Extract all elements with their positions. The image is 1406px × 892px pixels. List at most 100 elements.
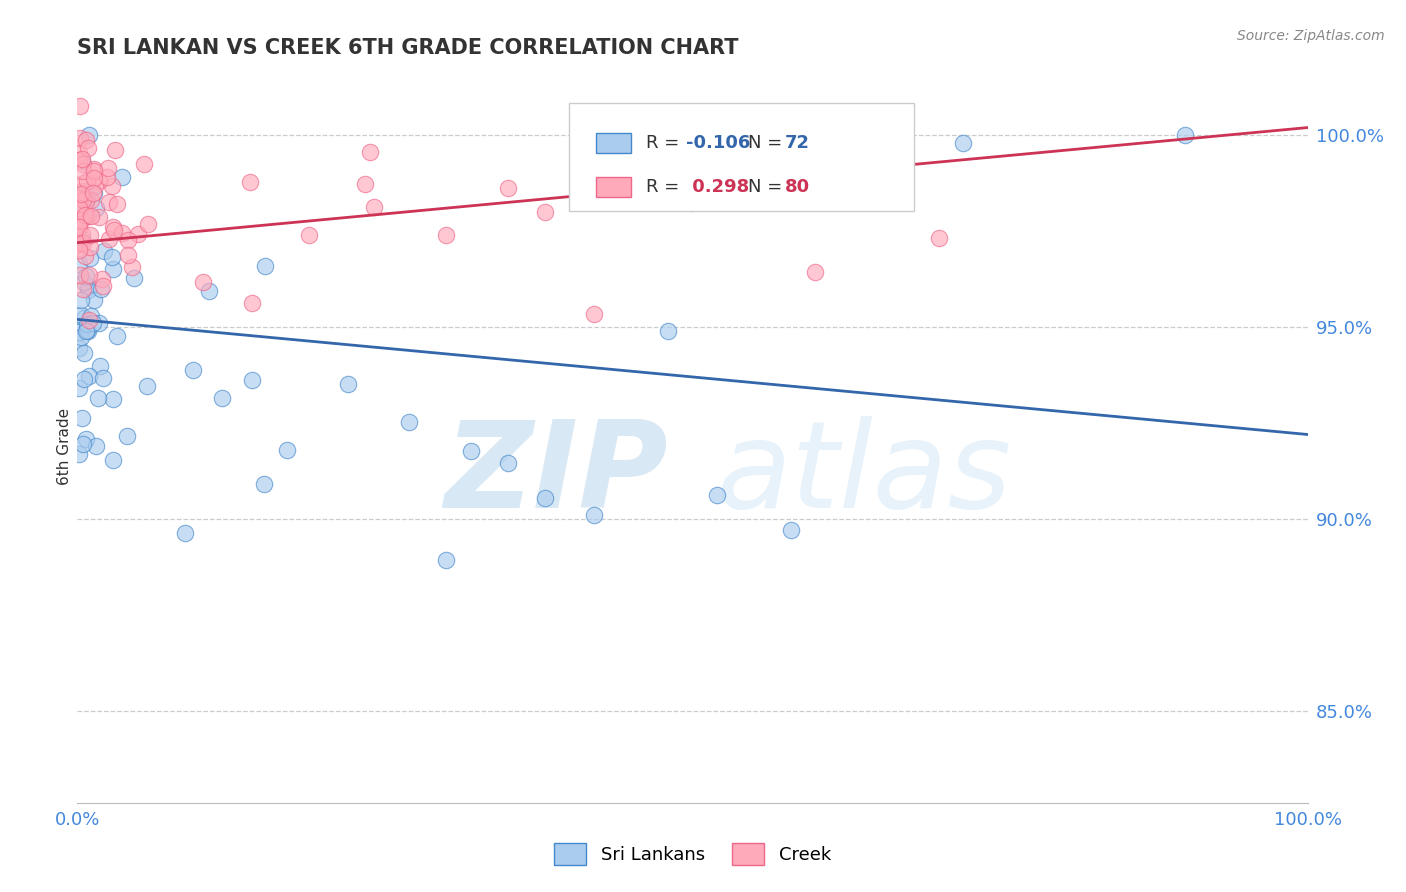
Point [72, 164, 94, 178]
Point [67, 244, 90, 258]
Text: 0.298: 0.298 [686, 178, 749, 195]
Point [67, 153, 90, 167]
Point [69, 98, 91, 112]
Point [69, 381, 91, 395]
Text: atlas: atlas [717, 416, 1012, 533]
Point [97, 194, 120, 209]
Point [67, 201, 90, 215]
Point [87, 210, 110, 224]
Point [79, 240, 101, 254]
Point [117, 248, 139, 262]
Point [193, 275, 215, 289]
Point [77, 324, 100, 338]
Point [253, 260, 276, 274]
Point [363, 200, 385, 214]
Point [83, 293, 105, 307]
Point [359, 145, 381, 159]
Point [67, 218, 90, 232]
Point [73, 346, 96, 360]
Point [83, 164, 105, 178]
Point [197, 284, 219, 298]
Point [67, 447, 90, 461]
Point [96, 169, 118, 184]
Point [79, 227, 101, 242]
Point [105, 196, 128, 211]
Point [682, 196, 704, 211]
Point [80, 309, 103, 323]
Point [534, 491, 557, 505]
Point [67, 341, 90, 355]
Point [70, 187, 93, 202]
Point [101, 452, 124, 467]
Point [70, 152, 93, 166]
Point [67, 257, 90, 271]
Point [496, 181, 519, 195]
Legend: Sri Lankans, Creek: Sri Lankans, Creek [547, 836, 838, 872]
Point [70, 184, 93, 198]
Point [87, 392, 110, 406]
Point [742, 155, 765, 169]
Point [91, 278, 114, 293]
Point [136, 379, 159, 393]
Point [83, 186, 105, 200]
Point [122, 271, 145, 285]
Point [436, 227, 458, 242]
FancyBboxPatch shape [596, 177, 631, 196]
Text: -0.106: -0.106 [686, 134, 751, 152]
Point [67, 145, 90, 160]
Point [252, 477, 274, 491]
Point [620, 124, 643, 138]
Point [93, 244, 115, 259]
Point [76, 317, 98, 331]
Point [101, 392, 124, 407]
Text: R =: R = [645, 134, 685, 152]
Point [69, 131, 91, 145]
Point [70, 227, 93, 241]
Text: Source: ZipAtlas.com: Source: ZipAtlas.com [1237, 29, 1385, 43]
Point [73, 176, 96, 190]
Point [101, 179, 124, 194]
Point [83, 162, 105, 177]
Text: 80: 80 [785, 178, 810, 195]
Point [84, 439, 107, 453]
Point [173, 526, 195, 541]
Point [77, 141, 100, 155]
Point [93, 371, 115, 385]
Point [134, 157, 156, 171]
Point [80, 193, 103, 207]
Point [75, 194, 97, 208]
Point [91, 272, 114, 286]
Point [72, 282, 94, 296]
Point [583, 307, 606, 321]
Point [240, 373, 263, 387]
Point [804, 265, 827, 279]
Point [77, 268, 100, 282]
Point [72, 193, 94, 207]
Text: N =: N = [748, 178, 787, 195]
Point [75, 268, 97, 283]
Point [90, 281, 112, 295]
Point [111, 227, 134, 241]
Point [89, 174, 111, 188]
Point [69, 268, 91, 282]
Text: R =: R = [645, 178, 685, 195]
Point [72, 235, 94, 250]
Point [77, 369, 100, 384]
Point [75, 210, 97, 224]
Point [436, 553, 458, 567]
Point [105, 329, 128, 343]
Point [104, 143, 127, 157]
Point [337, 377, 360, 392]
Point [84, 202, 107, 216]
Point [101, 262, 124, 277]
Point [67, 219, 90, 234]
Point [657, 324, 679, 338]
Point [70, 330, 93, 344]
Text: SRI LANKAN VS CREEK 6TH GRADE CORRELATION CHART: SRI LANKAN VS CREEK 6TH GRADE CORRELATIO… [77, 38, 738, 58]
Point [110, 170, 132, 185]
Point [70, 154, 93, 169]
Point [72, 437, 94, 451]
Point [103, 219, 125, 234]
Point [75, 432, 97, 446]
Point [77, 128, 100, 143]
